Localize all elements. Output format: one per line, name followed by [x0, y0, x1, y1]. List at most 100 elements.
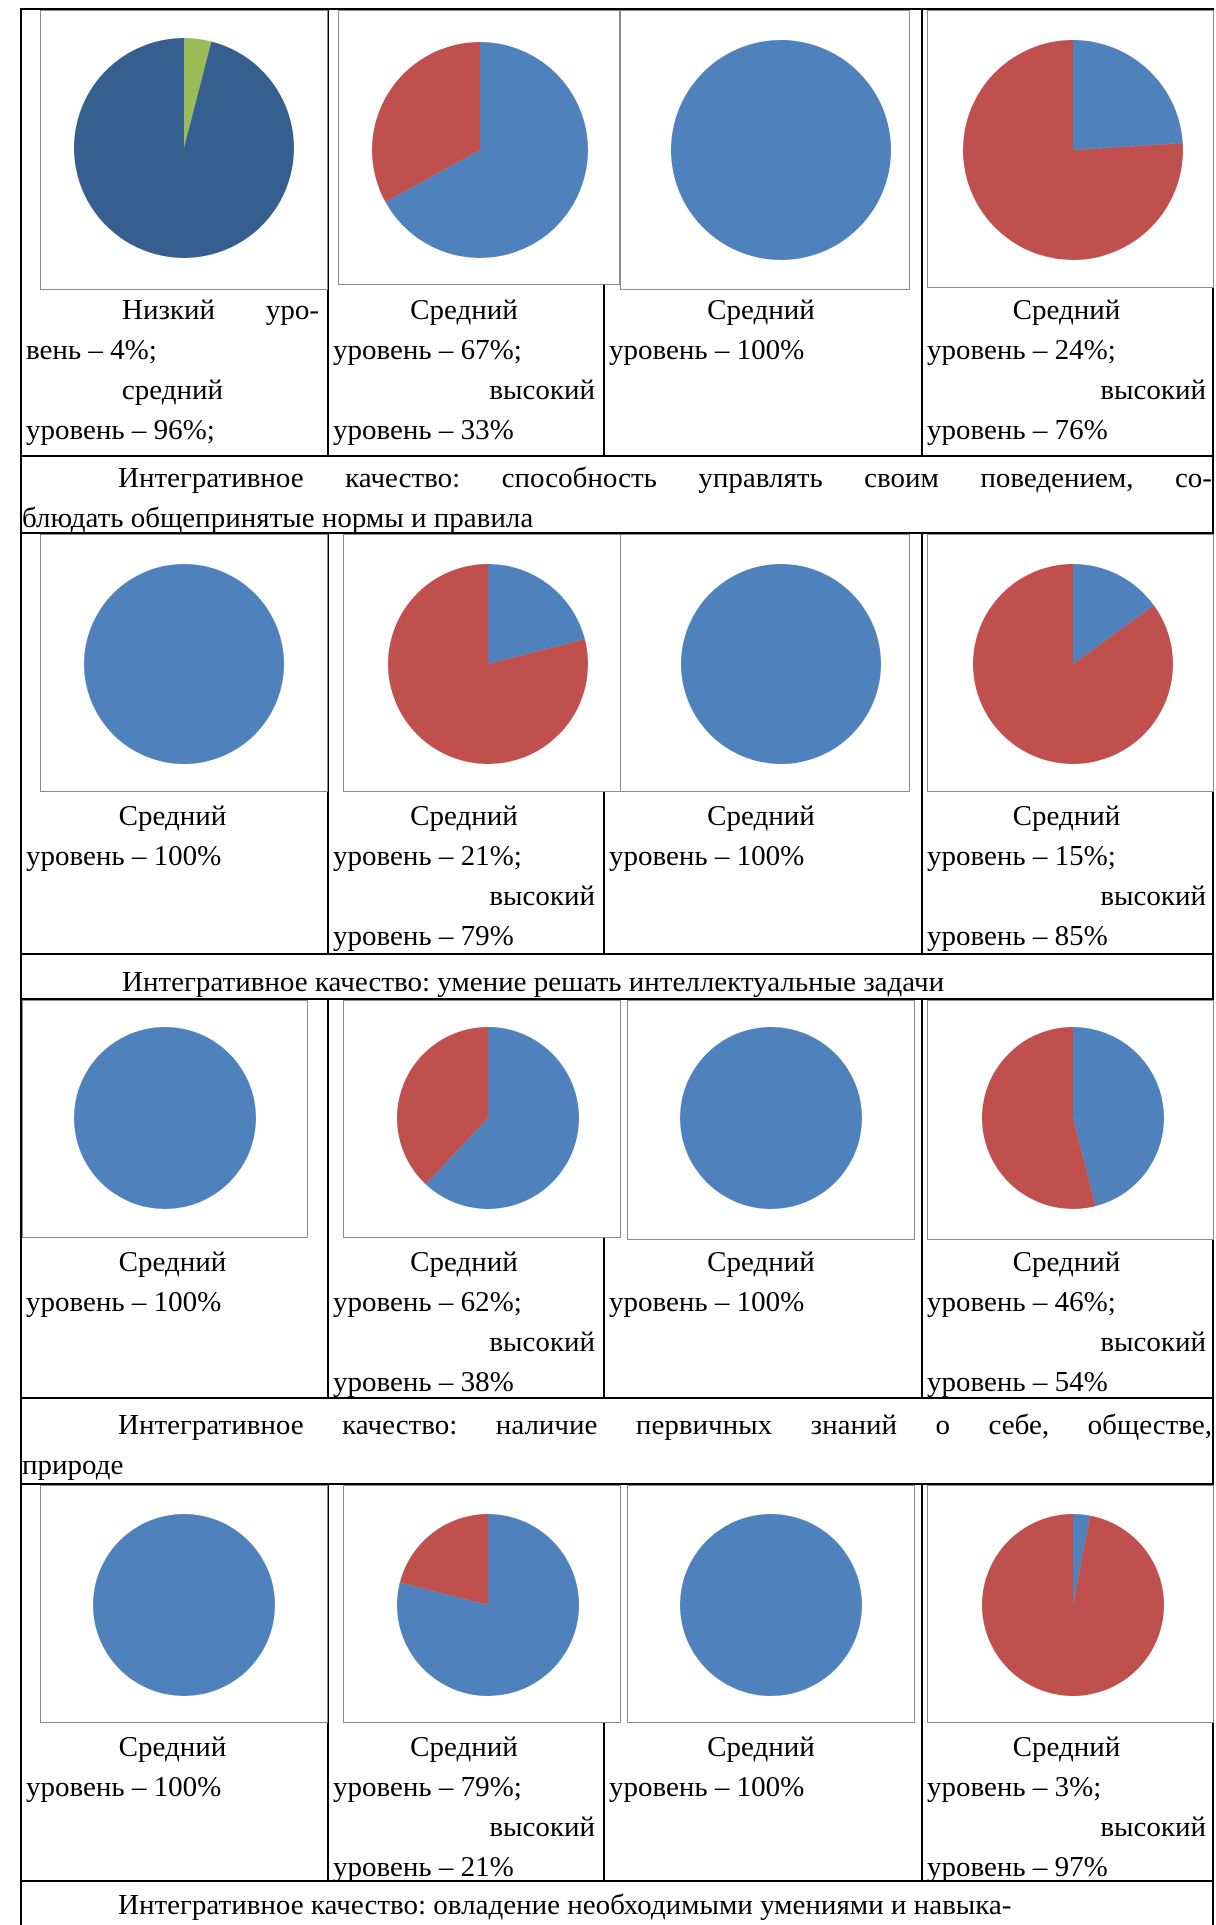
table-rule-vertical: [1212, 455, 1214, 532]
pie-caption: Средний уровень – 62%; высокий уровень – 38…: [333, 1242, 595, 1402]
pie-caption: Средний уровень – 15%; высокий уровень – 85…: [927, 796, 1206, 956]
integrative-quality-text: Интегративное качество: наличие первичных зн…: [22, 1405, 1212, 1485]
table-rule-vertical: [921, 8, 923, 455]
table-rule-vertical: [20, 1483, 22, 1880]
table-rule-horizontal: [20, 455, 1214, 457]
table-rule-vertical: [20, 1880, 22, 1925]
table-rule-vertical: [20, 532, 22, 953]
caption-line: высокий: [489, 1326, 595, 1358]
caption-line: высокий: [1100, 1811, 1206, 1843]
caption-line: высокий: [1100, 880, 1206, 912]
table-rule-horizontal: [20, 998, 1214, 1000]
table-rule-vertical: [327, 998, 329, 1397]
caption-word: Низкий: [122, 294, 216, 326]
quality-word: себе,: [988, 1409, 1050, 1441]
table-rule-horizontal: [20, 532, 1214, 534]
caption-line: Средний: [1012, 1731, 1121, 1763]
caption-line: уровень – 85%: [927, 920, 1108, 952]
quality-word: первичных: [635, 1409, 773, 1441]
pie-caption: Средний уровень – 100%: [609, 1727, 913, 1807]
caption-line: высокий: [489, 880, 595, 912]
table-rule-horizontal: [20, 1880, 1214, 1882]
pie-chart-frame: [620, 534, 910, 792]
caption-line: высокий: [1100, 374, 1206, 406]
caption-line: средний: [121, 374, 224, 406]
pie-chart-frame: [927, 10, 1214, 288]
caption-line: уровень – 54%: [927, 1366, 1108, 1398]
table-rule-vertical: [921, 1483, 923, 1880]
quality-word: со-: [1174, 462, 1212, 494]
pie-chart-frame: [338, 10, 620, 285]
caption-line: Средний: [707, 800, 815, 832]
caption-line: уровень – 62%;: [333, 1286, 522, 1318]
pie-chart-frame: [627, 1000, 915, 1240]
caption-line: уровень – 38%: [333, 1366, 514, 1398]
table-rule-vertical: [327, 532, 329, 953]
quality-line: Интегративное качество: овладение необхо…: [118, 1889, 1012, 1921]
pie-caption: Средний уровень – 100%: [609, 290, 913, 370]
caption-line: уровень – 100%: [609, 840, 805, 872]
quality-word: Интегративное: [118, 462, 304, 494]
pie-chart-frame: [927, 534, 1214, 792]
quality-word: знаний: [810, 1409, 898, 1441]
pie-caption: Низкий уро-вень – 4%; средний уровень – 96%…: [26, 290, 319, 450]
quality-word: управлять: [698, 462, 823, 494]
pie-caption: Средний уровень – 46%; высокий уровень – 54…: [927, 1242, 1206, 1402]
pie-chart-frame: [343, 1000, 621, 1238]
caption-line: уровень – 33%: [333, 414, 514, 446]
caption-line: уровень – 100%: [26, 1286, 222, 1318]
quality-word: своим: [864, 462, 939, 494]
caption-line: уровень – 100%: [609, 1771, 805, 1803]
caption-line: уровень – 100%: [609, 1286, 805, 1318]
integrative-quality-text: Интегративное качество: умение решать ин…: [22, 962, 1212, 1002]
caption-line: Низкий уро-: [26, 290, 319, 330]
integrative-quality-text: Интегративное качество: способность управля…: [22, 458, 1212, 538]
caption-line: уровень – 76%: [927, 414, 1108, 446]
quality-line: Интегративное качество: способность управля…: [22, 458, 1212, 498]
table-rule-vertical: [921, 532, 923, 953]
caption-line: Средний: [410, 1246, 518, 1278]
pie-caption: Средний уровень – 100%: [26, 1727, 319, 1807]
pie-caption: Средний уровень – 67%; высокий уровень – 33…: [333, 290, 595, 450]
caption-word: уро-: [265, 294, 319, 326]
table-rule-horizontal: [20, 953, 1214, 955]
caption-line: уровень – 97%: [927, 1851, 1108, 1883]
quality-line: блюдать общепринятые нормы и правила: [22, 502, 534, 534]
pie-chart-frame: [40, 10, 328, 290]
caption-line: Средний: [707, 294, 815, 326]
table-rule-vertical: [1212, 1880, 1214, 1925]
pie-caption: Средний уровень – 100%: [26, 1242, 319, 1322]
caption-line: Средний: [118, 1246, 227, 1278]
table-rule-horizontal: [20, 8, 1214, 10]
caption-line: Средний: [1012, 294, 1121, 326]
quality-word: качество:: [345, 462, 461, 494]
caption-line: уровень – 100%: [609, 334, 805, 366]
pie-chart-frame: [40, 534, 328, 792]
table-rule-vertical: [20, 8, 22, 455]
quality-word: наличие: [495, 1409, 598, 1441]
table-rule-vertical: [20, 455, 22, 532]
integrative-quality-text: Интегративное качество: овладение необхо…: [22, 1885, 1212, 1925]
pie-caption: Средний уровень – 100%: [609, 796, 913, 876]
caption-line: уровень – 100%: [26, 1771, 222, 1803]
pie-caption: Средний уровень – 3%; высокий уровень – 97%: [927, 1727, 1206, 1887]
table-rule-vertical: [1212, 1397, 1214, 1483]
table-rule-vertical: [20, 998, 22, 1397]
caption-line: уровень – 79%;: [333, 1771, 522, 1803]
pie-caption: Средний уровень – 100%: [609, 1242, 913, 1322]
caption-line: уровень – 3%;: [927, 1771, 1102, 1803]
caption-line: Средний: [1012, 1246, 1121, 1278]
quality-word: Интегративное: [118, 1409, 304, 1441]
caption-line: Средний: [707, 1246, 815, 1278]
table-rule-vertical: [327, 8, 329, 455]
quality-word: способность: [501, 462, 657, 494]
pie-caption: Средний уровень – 21%; высокий уровень – 79…: [333, 796, 595, 956]
pie-chart-frame: [620, 10, 910, 290]
caption-line: Средний: [707, 1731, 815, 1763]
pie-caption: Средний уровень – 24%; высокий уровень – 76…: [927, 290, 1206, 450]
pie-chart-frame: [343, 1485, 621, 1723]
pie-chart-frame: [22, 1000, 308, 1238]
pie-caption: Средний уровень – 79%; высокий уровень – 21…: [333, 1727, 595, 1887]
caption-line: высокий: [489, 374, 595, 406]
